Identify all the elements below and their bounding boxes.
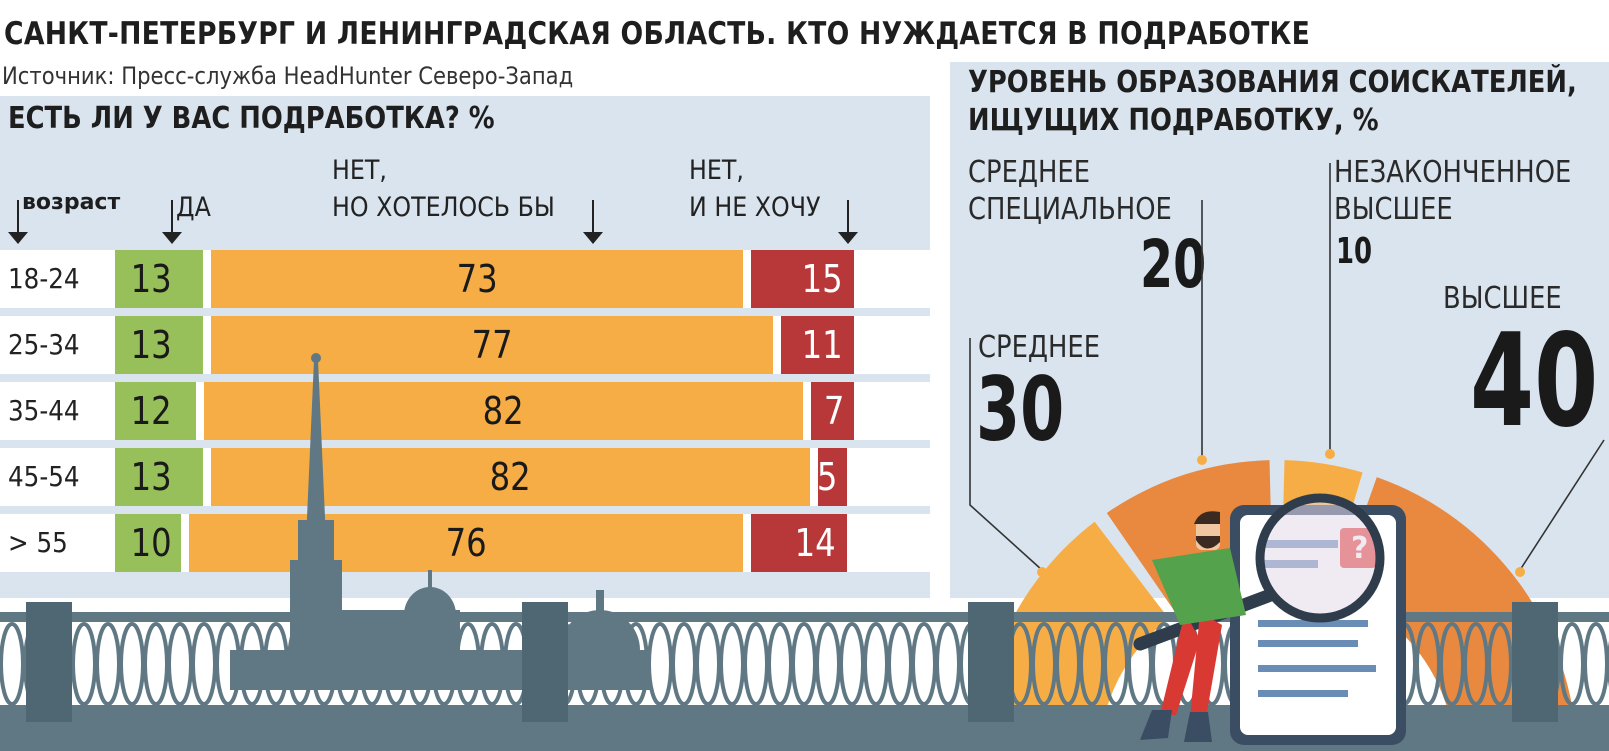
source-note: Источник: Пресс-служба HeadHunter Северо… — [2, 62, 574, 90]
bar-value-label: 11 — [801, 323, 843, 367]
bar-no: 15 — [751, 250, 855, 308]
railing-loop — [0, 622, 25, 706]
bar-want: 76 — [189, 514, 744, 572]
column-arrows — [8, 200, 858, 244]
bar-value-label: 7 — [824, 389, 845, 433]
bar-no: 11 — [781, 316, 855, 374]
slice-label-incomplete-higher-line2: ВЫСШЕЕ — [1334, 192, 1453, 227]
railing-loop — [839, 622, 865, 706]
bar-yes: 10 — [115, 514, 181, 572]
bar-want: 73 — [211, 250, 744, 308]
bar-value-label: 5 — [816, 455, 838, 499]
age-chart-title: ЕСТЬ ЛИ У ВАС ПОДРАБОТКА? % — [8, 101, 495, 136]
slice-label-secondary-special-line1: СРЕДНЕЕ — [968, 155, 1091, 190]
bar-value-label: 76 — [445, 521, 487, 565]
railing-loop — [767, 622, 793, 706]
age-arrow-icon — [8, 200, 28, 244]
bar-value-label: 15 — [801, 257, 843, 301]
railing-loop — [143, 622, 169, 706]
bar-want: 77 — [211, 316, 773, 374]
donut-slice — [977, 521, 1169, 751]
bar-value-label: 13 — [130, 257, 172, 301]
railing-loop — [191, 622, 217, 706]
bar-value-label: 82 — [490, 455, 532, 499]
bar-value-label: 13 — [130, 323, 172, 367]
railing-loop — [863, 622, 889, 706]
bar-yes: 13 — [115, 448, 204, 506]
no-column-header-line2: И НЕ ХОЧУ — [689, 192, 821, 223]
page-title: САНКТ-ПЕТЕРБУРГ И ЛЕНИНГРАДСКАЯ ОБЛАСТЬ.… — [4, 16, 1311, 52]
want-column-header-line2: НО ХОТЕЛОСЬ БЫ — [332, 192, 555, 223]
bar-value-label: 77 — [471, 323, 513, 367]
railing-loop — [95, 622, 121, 706]
bar-value-label: 82 — [482, 389, 524, 433]
bar-yes: 13 — [115, 316, 204, 374]
age-label: > 55 — [8, 526, 68, 559]
no-column-header-line1: НЕТ, — [689, 155, 744, 186]
education-chart-title-line2: ИЩУЩИХ ПОДРАБОТКУ, % — [968, 103, 1379, 138]
railing-loop — [167, 622, 193, 706]
railing-loop — [791, 622, 817, 706]
railing-loop — [695, 622, 721, 706]
age-label: 35-44 — [8, 394, 80, 427]
age-label: 45-54 — [8, 460, 80, 493]
bar-value-label: 10 — [130, 521, 172, 565]
age-label: 25-34 — [8, 328, 80, 361]
railing-loop — [815, 622, 841, 706]
bar-yes: 13 — [115, 250, 204, 308]
railing-loop — [887, 622, 913, 706]
railing-loop — [743, 622, 769, 706]
bar-value-label: 12 — [130, 389, 172, 433]
leader-lines — [969, 163, 1605, 571]
railing-loop — [647, 622, 673, 706]
railing-loop — [71, 622, 97, 706]
age-label: 18-24 — [8, 262, 80, 295]
yes-column-header: ДА — [176, 192, 211, 223]
bar-value-label: 73 — [456, 257, 498, 301]
slice-label-higher: ВЫСШЕЕ — [1443, 281, 1562, 316]
slice-value-secondary: 30 — [976, 358, 1065, 461]
slice-label-incomplete-higher-line1: НЕЗАКОНЧЕННОЕ — [1334, 155, 1572, 190]
railing-loop — [911, 622, 937, 706]
no-arrow-icon — [838, 200, 858, 244]
bar-yes: 12 — [115, 382, 196, 440]
slice-value-higher: 40 — [1470, 307, 1599, 456]
railing-loop — [1559, 622, 1585, 706]
bar-no: 7 — [810, 382, 855, 440]
railing-loop — [671, 622, 697, 706]
bar-want: 82 — [203, 382, 803, 440]
railing-loop — [935, 622, 961, 706]
education-chart-title-line1: УРОВЕНЬ ОБРАЗОВАНИЯ СОИСКАТЕЛЕЙ, — [968, 65, 1577, 100]
leader-dots — [1037, 449, 1525, 577]
age-column-header: возраст — [22, 190, 121, 215]
slice-value-incomplete-higher: 10 — [1336, 231, 1373, 272]
want-column-header-line1: НЕТ, — [332, 155, 387, 186]
railing-loop — [119, 622, 145, 706]
job-seeker-illustration-icon: ? — [1133, 493, 1406, 745]
bar-value-label: 13 — [130, 455, 172, 499]
bar-no: 5 — [816, 448, 847, 506]
yes-arrow-icon — [162, 200, 182, 244]
railing-loop — [719, 622, 745, 706]
slice-value-secondary-special: 20 — [1140, 226, 1207, 303]
slice-label-secondary: СРЕДНЕЕ — [978, 330, 1101, 365]
railing-loop — [1583, 622, 1609, 706]
slice-label-secondary-special-line2: СПЕЦИАЛЬНОЕ — [968, 192, 1172, 227]
want-arrow-icon — [583, 200, 603, 244]
bar-no: 14 — [751, 514, 847, 572]
bar-value-label: 14 — [794, 521, 836, 565]
